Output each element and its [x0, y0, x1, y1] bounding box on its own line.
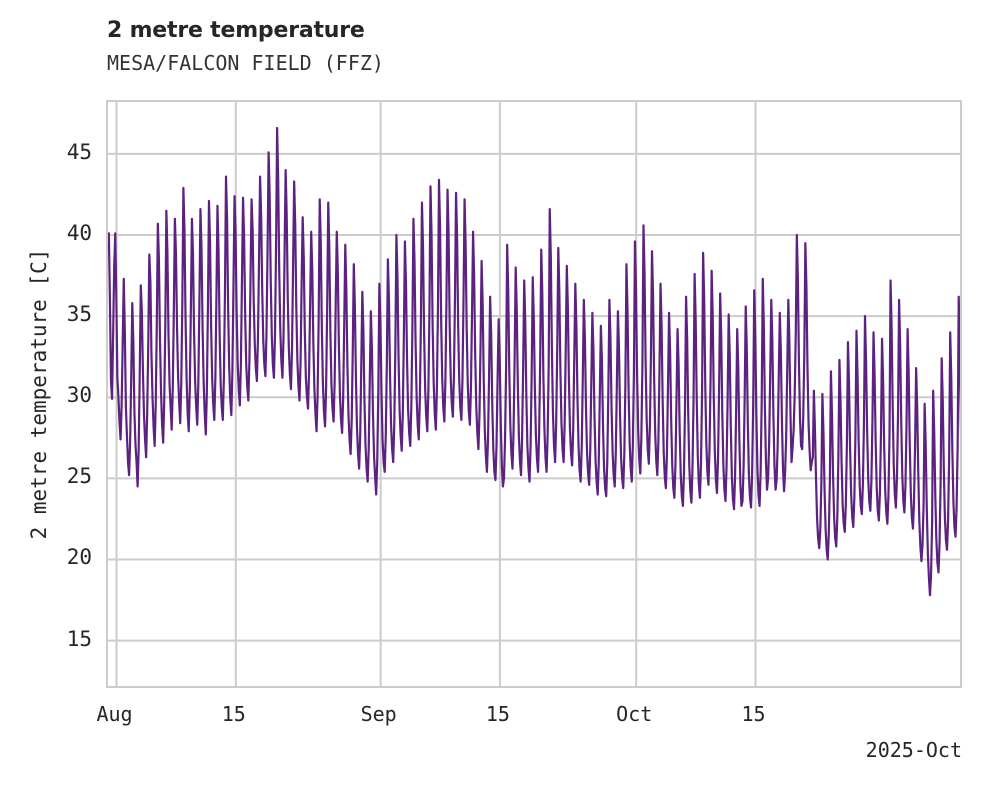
x-tick-label: Oct: [616, 702, 653, 726]
y-tick-label: 35: [66, 302, 92, 327]
chart-subtitle: MESA/FALCON FIELD (FFZ): [107, 51, 384, 75]
x-tick-label: Sep: [360, 702, 397, 726]
x-tick-label: 15: [485, 702, 510, 726]
y-tick-label: 15: [66, 626, 92, 651]
y-tick-label: 30: [66, 383, 92, 408]
y-tick-label: 40: [66, 221, 92, 246]
y-tick-label: 20: [66, 545, 92, 570]
x-tick-label: 15: [741, 702, 766, 726]
plot-svg: [108, 102, 960, 686]
chart-title: 2 metre temperature: [107, 18, 365, 43]
x-axis-offset-label: 2025-Oct: [865, 738, 962, 762]
x-tick-label: 15: [221, 702, 246, 726]
plot-area: [106, 100, 962, 688]
y-axis-tick-labels: 15 20 25 30 35 40 45: [0, 0, 92, 785]
temperature-line: [108, 126, 960, 597]
y-tick-label: 45: [66, 139, 92, 164]
y-tick-label: 25: [66, 464, 92, 489]
x-tick-label: Aug: [96, 702, 133, 726]
